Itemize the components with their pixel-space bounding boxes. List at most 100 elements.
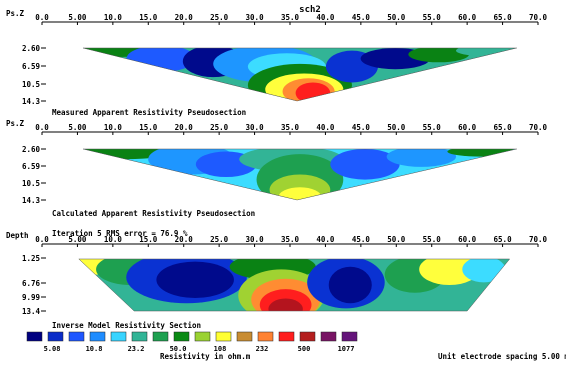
legend-swatch bbox=[194, 331, 211, 342]
x-tick-label: 40.0 bbox=[316, 123, 335, 132]
x-tick-label: 30.0 bbox=[246, 235, 265, 244]
color-legend: 5.08 10.8 23.2 50.0 108 232 500 1077 bbox=[26, 331, 358, 353]
x-tick-label: 0.0 bbox=[35, 13, 49, 22]
x-tick-label: 25.0 bbox=[210, 13, 229, 22]
x-tick-label: 65.0 bbox=[494, 123, 513, 132]
axis-label: Ps.Z bbox=[6, 9, 25, 18]
y-tick-label: 13.4 bbox=[22, 307, 41, 316]
x-tick-label: 10.0 bbox=[104, 13, 123, 22]
measured-pseudosection-panel: Ps.Z 0.0 5.00 10.0 15.0 20.0 25.0 30.0 35.0 40.0 4… bbox=[6, 9, 548, 117]
x-tick-label: 70.0 bbox=[529, 13, 548, 22]
resistivity-field bbox=[83, 149, 517, 200]
x-tick-label: 20.0 bbox=[175, 123, 194, 132]
y-tick-label: 10.5 bbox=[22, 80, 40, 89]
legend-swatch bbox=[26, 331, 43, 342]
y-tick-label: 2.60 bbox=[22, 44, 41, 53]
x-tick-label: 60.0 bbox=[458, 13, 477, 22]
x-tick-label: 10.0 bbox=[104, 235, 123, 244]
legend-swatch bbox=[131, 331, 148, 342]
resistivity-zone bbox=[419, 259, 480, 285]
x-tick-label: 50.0 bbox=[387, 235, 406, 244]
legend-swatch bbox=[47, 331, 64, 342]
section-border bbox=[83, 148, 517, 201]
legend-swatch bbox=[68, 331, 85, 342]
legend-swatch bbox=[152, 331, 169, 342]
x-tick-label: 45.0 bbox=[352, 13, 371, 22]
x-tick-label: 0.0 bbox=[35, 235, 49, 244]
x-tick-label: 50.0 bbox=[387, 13, 406, 22]
resistivity-zone bbox=[408, 48, 470, 63]
legend-swatch bbox=[89, 331, 106, 342]
x-tick-label: 35.0 bbox=[281, 235, 300, 244]
x-tick-label: 60.0 bbox=[458, 235, 477, 244]
legend-swatch bbox=[278, 331, 295, 342]
y-tick-label: 9.99 bbox=[22, 293, 41, 302]
x-tick-label: 70.0 bbox=[529, 235, 548, 244]
panel-caption: Calculated Apparent Resistivity Pseudose… bbox=[52, 209, 255, 218]
legend-swatch bbox=[299, 331, 316, 342]
x-tick-label: 35.0 bbox=[281, 13, 300, 22]
x-tick-label: 40.0 bbox=[316, 13, 335, 22]
x-tick-label: 45.0 bbox=[352, 235, 371, 244]
x-tick-label: 35.0 bbox=[281, 123, 300, 132]
legend-label: 232 bbox=[256, 345, 269, 353]
legend-swatch bbox=[320, 331, 337, 342]
legend-label: 500 bbox=[298, 345, 311, 353]
axis-label: Ps.Z bbox=[6, 119, 25, 128]
resistivity-zone bbox=[456, 48, 509, 56]
y-tick-label: 6.59 bbox=[22, 62, 41, 71]
x-tick-label: 25.0 bbox=[210, 123, 229, 132]
y-tick-label: 14.3 bbox=[22, 196, 41, 205]
resistivity-zone bbox=[278, 187, 322, 200]
section-border bbox=[78, 258, 511, 312]
x-tick-label: 15.0 bbox=[139, 235, 158, 244]
legend-swatch bbox=[341, 331, 358, 342]
resistivity-zone bbox=[328, 266, 372, 304]
x-tick-label: 55.0 bbox=[423, 235, 442, 244]
x-tick-label: 20.0 bbox=[175, 235, 194, 244]
section-border bbox=[83, 47, 517, 102]
x-tick-label: 5.00 bbox=[68, 123, 87, 132]
panel-caption: Measured Apparent Resistivity Pseudosect… bbox=[52, 108, 246, 117]
x-tick-label: 65.0 bbox=[494, 235, 513, 244]
x-tick-label: 15.0 bbox=[139, 123, 158, 132]
legend-swatch bbox=[257, 331, 274, 342]
legend-label: 10.8 bbox=[86, 345, 103, 353]
x-tick-label: 30.0 bbox=[246, 123, 265, 132]
x-tick-label: 50.0 bbox=[387, 123, 406, 132]
inverse-model-section-panel: Depth 0.0 5.00 10.0 15.0 20.0 25.0 30.0 35.0 40.0… bbox=[6, 231, 548, 316]
x-tick-label: 65.0 bbox=[494, 13, 513, 22]
legend-swatch bbox=[173, 331, 190, 342]
axis-label: Depth bbox=[6, 231, 29, 240]
x-tick-label: 0.0 bbox=[35, 123, 49, 132]
resistivity-zone bbox=[462, 259, 506, 283]
legend-swatch bbox=[236, 331, 253, 342]
legend-title: Inverse Model Resistivity Section bbox=[52, 321, 201, 330]
resistivity-zone bbox=[156, 261, 234, 298]
x-tick-label: 20.0 bbox=[175, 13, 194, 22]
resistivity-zone bbox=[295, 82, 331, 101]
x-tick-label: 45.0 bbox=[352, 123, 371, 132]
iteration-rms-label: Iteration 5 RMS error = 76.9 % bbox=[52, 229, 188, 238]
legend-swatch bbox=[215, 331, 232, 342]
legend-label: 23.2 bbox=[128, 345, 145, 353]
resistivity-unit-label: Resistivity in ohm.m bbox=[160, 352, 251, 361]
resistivity-zone bbox=[330, 149, 400, 180]
y-tick-label: 6.76 bbox=[22, 279, 41, 288]
y-tick-label: 10.5 bbox=[22, 179, 40, 188]
resistivity-zone bbox=[268, 298, 303, 311]
x-tick-label: 55.0 bbox=[423, 13, 442, 22]
legend-label: 1077 bbox=[338, 345, 355, 353]
x-tick-label: 70.0 bbox=[529, 123, 548, 132]
x-tick-label: 15.0 bbox=[139, 13, 158, 22]
x-tick-label: 25.0 bbox=[210, 235, 229, 244]
legend-label: 5.08 bbox=[44, 345, 61, 353]
electrode-spacing-label: Unit electrode spacing 5.00 m bbox=[438, 352, 566, 361]
legend-label: 108 bbox=[214, 345, 227, 353]
x-tick-label: 60.0 bbox=[458, 123, 477, 132]
y-tick-label: 1.25 bbox=[22, 254, 40, 263]
x-tick-label: 5.00 bbox=[68, 13, 87, 22]
x-tick-label: 40.0 bbox=[316, 235, 335, 244]
y-tick-label: 2.60 bbox=[22, 145, 41, 154]
